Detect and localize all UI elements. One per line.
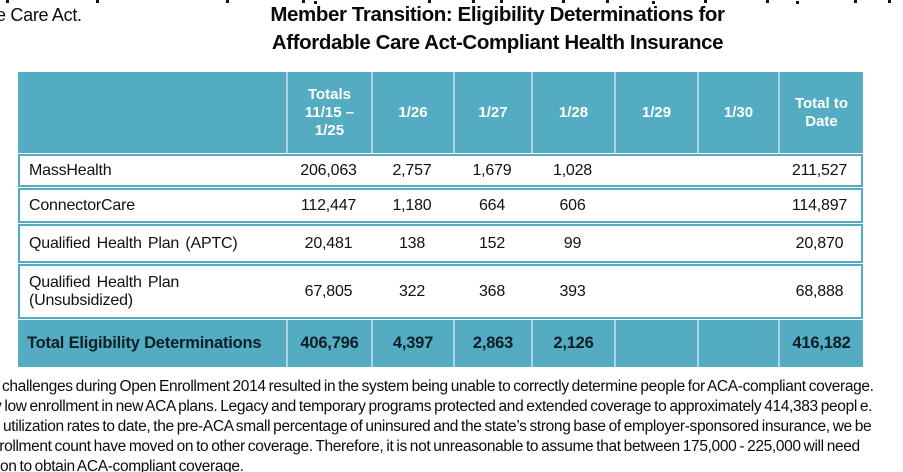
total-cell-value: 2,126 <box>531 320 614 367</box>
cell-value: 68,888 <box>795 282 844 300</box>
total-row-label: Total Eligibility Determinations <box>27 334 262 352</box>
cell-value: 112,447 <box>300 196 357 214</box>
footer-line: utilization rates to date, the pre-ACA s… <box>3 418 872 435</box>
cell-value: 206,063 <box>300 161 357 179</box>
cell-value: 211,527 <box>791 161 848 179</box>
total-cell-value: 406,796 <box>286 320 371 367</box>
footer-line: challenges during Open Enrollment 2014 r… <box>2 378 874 395</box>
cell-value: 20,481 <box>304 234 353 252</box>
table-total-row: Total Eligibility Determinations 406,796… <box>18 320 863 367</box>
total-cell-value <box>697 320 778 367</box>
cell-value: 1,679 <box>472 161 512 179</box>
cell-value <box>614 266 697 317</box>
total-cell-value: 4,397 <box>371 320 453 367</box>
header-cell-total-to-date: Total to Date <box>778 72 863 153</box>
header-cell-1-27: 1/27 <box>453 72 531 153</box>
row-label: MassHealth <box>29 161 112 179</box>
header-cell-1-30: 1/30 <box>697 72 778 153</box>
cell-value: 20,870 <box>795 234 844 252</box>
cell-value <box>697 266 778 317</box>
table-row-qhp-unsubsidized: Qualified Health Plan (Unsubsidized) 67,… <box>18 264 863 319</box>
header-cell-totals-1115-125: Totals 11/15 – 1/25 <box>286 72 371 153</box>
row-label: ConnectorCare <box>29 196 135 214</box>
cell-value: 664 <box>478 196 506 214</box>
header-cell-1-29: 1/29 <box>614 72 697 153</box>
table-row-masshealth: MassHealth 206,063 2,757 1,679 1,028 211… <box>18 154 863 187</box>
table-header-row: Totals 11/15 – 1/25 1/26 1/27 1/28 1/29 … <box>18 72 863 153</box>
cell-value: 67,805 <box>304 282 353 300</box>
cell-value: 114,897 <box>791 196 848 214</box>
header-cell-1-26: 1/26 <box>371 72 453 153</box>
cell-value: 1,180 <box>392 196 432 214</box>
row-label: Qualified Health Plan (APTC) <box>29 234 238 252</box>
total-cell-value: 416,182 <box>778 320 863 367</box>
cell-value: 138 <box>398 234 426 252</box>
cell-value <box>697 226 778 261</box>
cell-value: 2,757 <box>392 161 432 179</box>
cell-value <box>697 190 778 221</box>
footer-paragraph: challenges during Open Enrollment 2014 r… <box>0 377 903 472</box>
header-cell-1-28: 1/28 <box>531 72 614 153</box>
total-cell-value: 2,863 <box>453 320 531 367</box>
row-label: Qualified Health Plan (Unsubsidized) <box>29 273 180 309</box>
cell-value <box>697 156 778 185</box>
cell-value: 1,028 <box>552 161 593 179</box>
footer-line: y low enrollment in new ACA plans. Legac… <box>0 398 873 415</box>
cell-value <box>614 190 697 221</box>
table-row-qhp-aptc: Qualified Health Plan (APTC) 20,481 138 … <box>18 224 863 263</box>
cell-value <box>614 226 697 261</box>
footer-line: nrollment count have moved on to other c… <box>0 438 860 455</box>
clipped-sentence-fragment: e Care Act. <box>0 5 82 25</box>
eligibility-table: Totals 11/15 – 1/25 1/26 1/27 1/28 1/29 … <box>18 72 863 367</box>
cell-value <box>614 156 697 185</box>
cell-value: 606 <box>559 196 586 214</box>
clipped-text-remnant <box>6 0 9 3</box>
cell-value: 393 <box>559 282 586 300</box>
page-title: Member Transition: Eligibility Determina… <box>185 1 810 57</box>
cell-value: 99 <box>563 234 582 252</box>
cell-value: 322 <box>398 282 426 300</box>
page-title-line2: Affordable Care Act-Compliant Health Ins… <box>271 31 724 54</box>
header-cell-blank <box>18 72 286 153</box>
page-title-line1: Member Transition: Eligibility Determina… <box>270 3 725 26</box>
cell-value: 152 <box>478 234 506 252</box>
cell-value: 368 <box>478 282 506 300</box>
table-row-connectorcare: ConnectorCare 112,447 1,180 664 606 114,… <box>18 188 863 223</box>
footer-line: on to obtain ACA-compliant coverage. <box>0 458 244 472</box>
total-cell-value <box>614 320 697 367</box>
